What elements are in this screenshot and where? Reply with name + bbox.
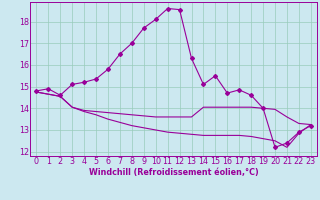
X-axis label: Windchill (Refroidissement éolien,°C): Windchill (Refroidissement éolien,°C) — [89, 168, 259, 177]
